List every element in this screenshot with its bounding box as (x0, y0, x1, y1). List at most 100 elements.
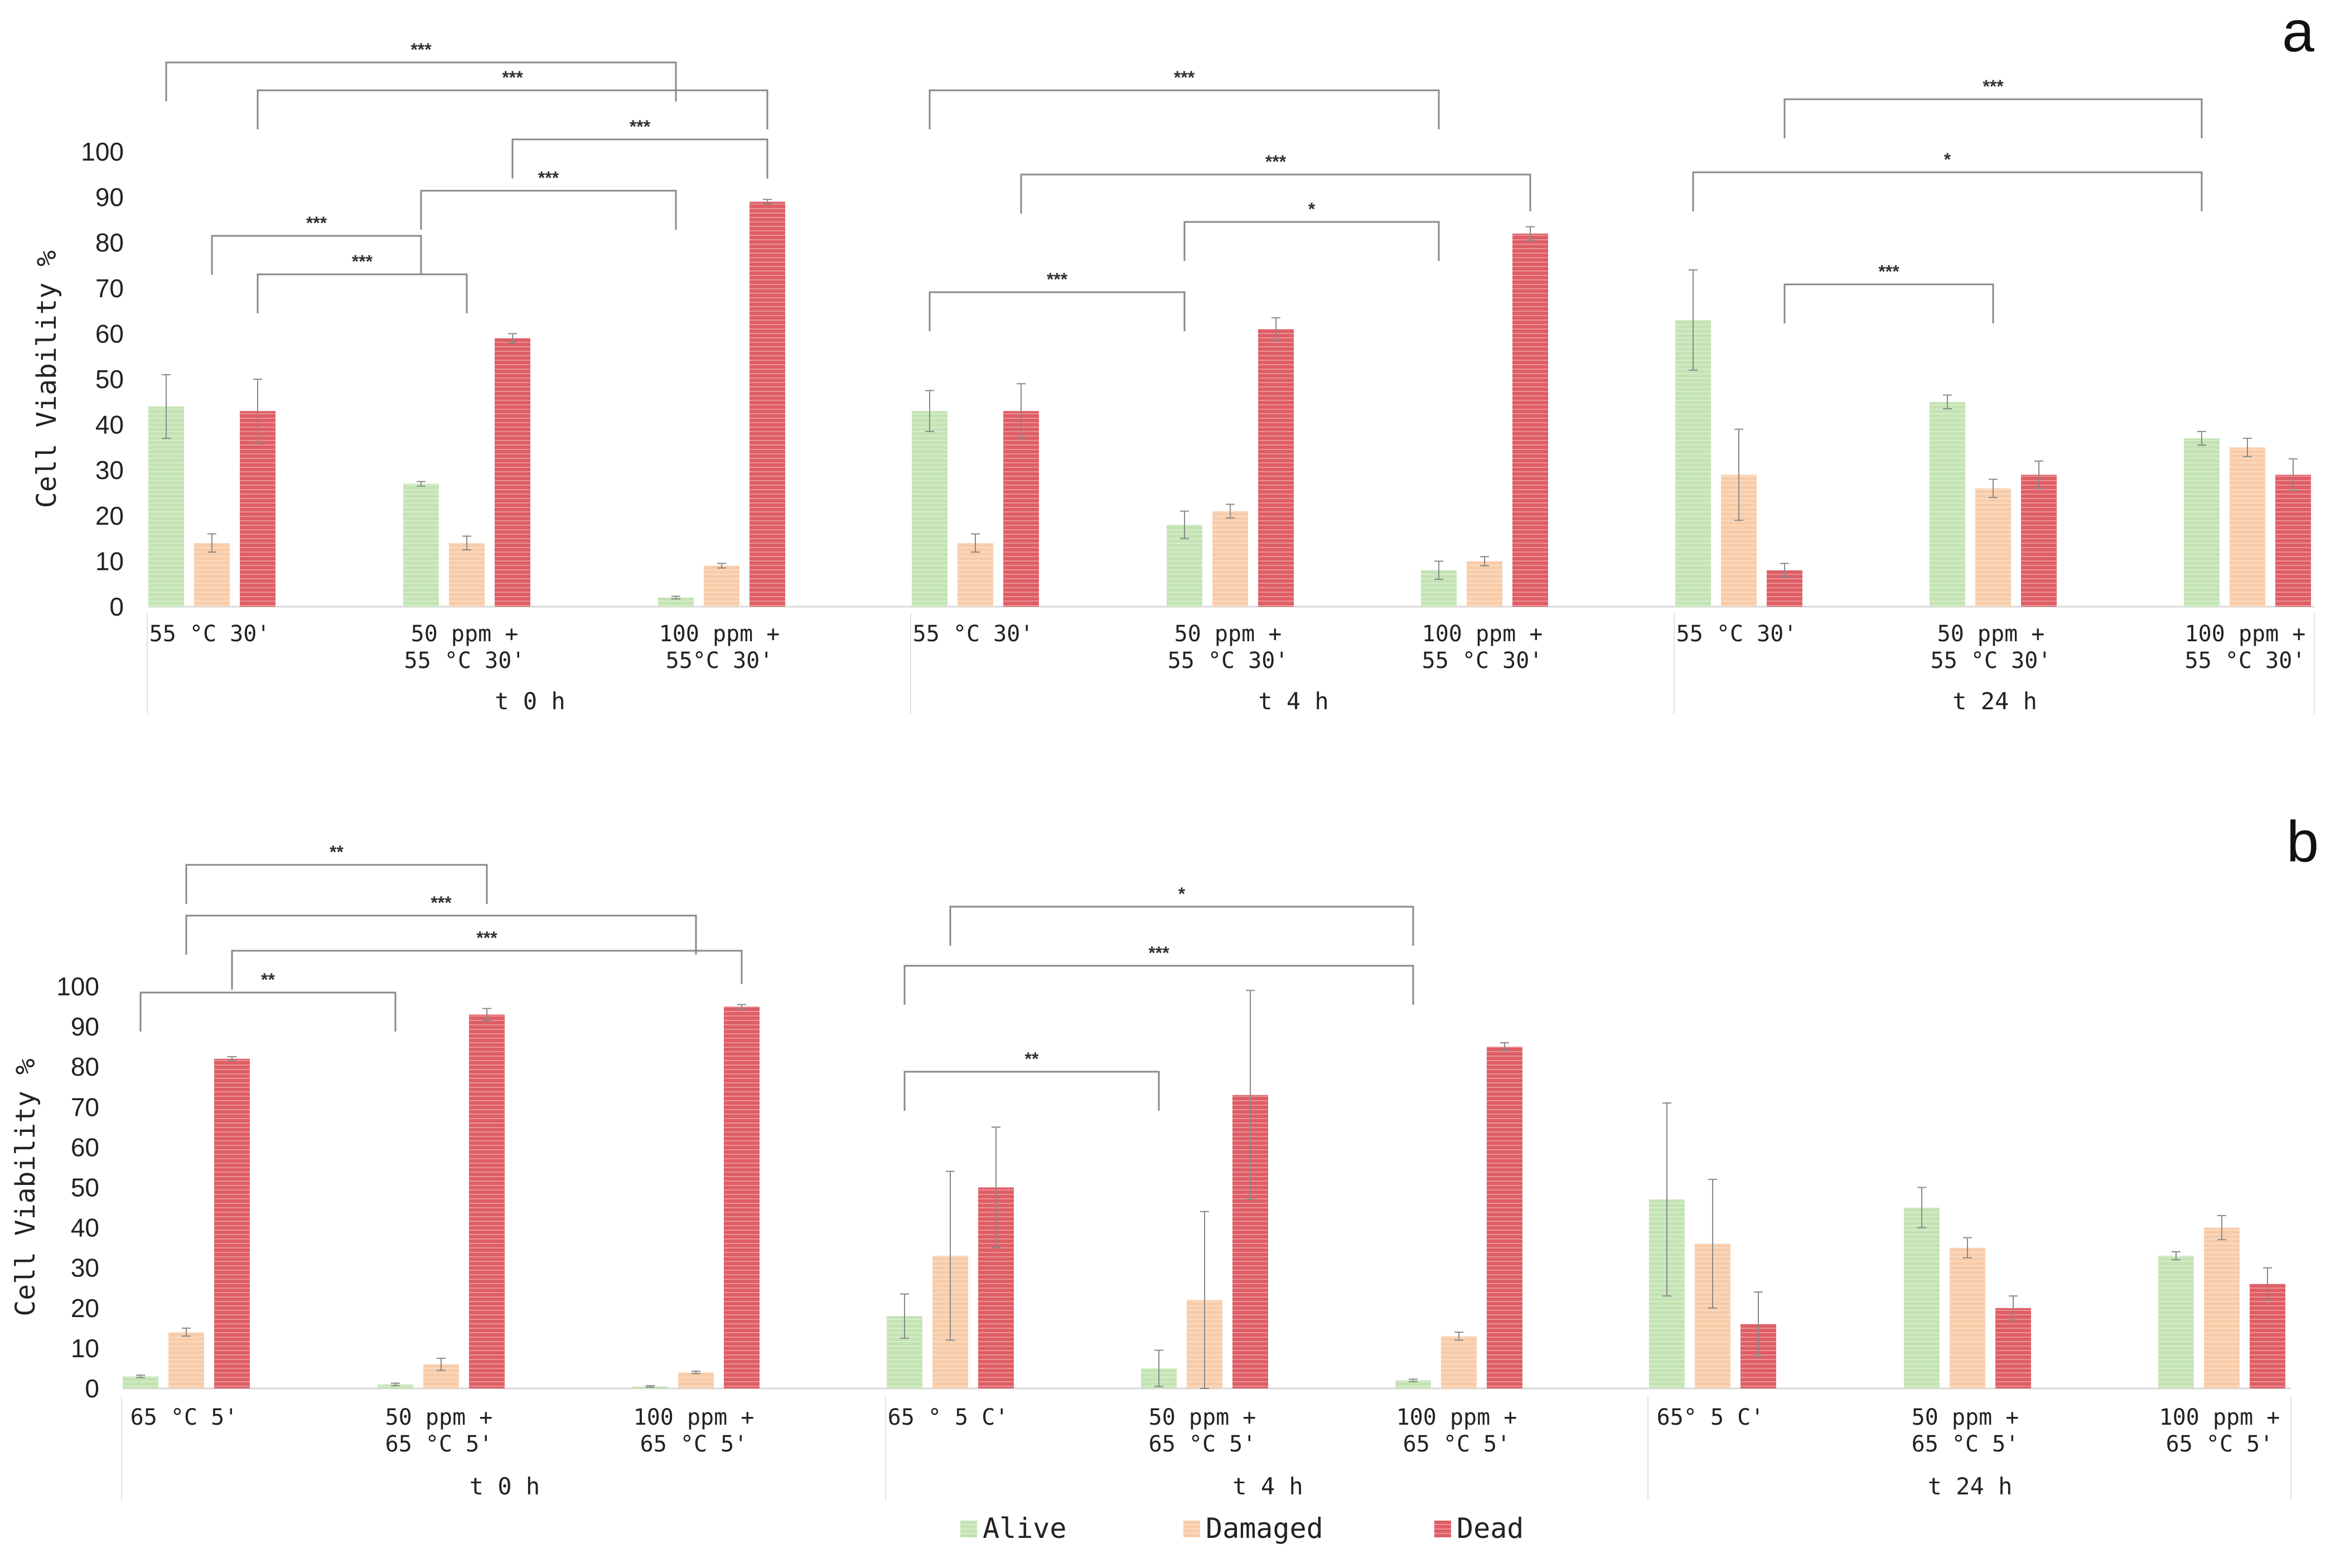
bar-alive (1930, 401, 1965, 607)
bar-alive (658, 597, 694, 607)
bar-damaged (958, 543, 993, 607)
significance-bracket (165, 61, 677, 101)
bar-dead (2021, 475, 2057, 607)
y-tick-label: 100 (56, 972, 99, 1001)
significance-label: *** (1148, 943, 1169, 963)
category-label: 65 °C 5' (2166, 1431, 2274, 1457)
significance-label: *** (502, 67, 523, 88)
panel-letter-b: b (2286, 810, 2319, 874)
bar-alive (1904, 1207, 1940, 1388)
legend-swatch-alive (960, 1521, 977, 1537)
category-label: 55 °C 30' (1168, 648, 1289, 674)
bar-damaged (1441, 1336, 1477, 1388)
bar-dead (2250, 1284, 2285, 1388)
y-axis-label: Cell Viability % (10, 1058, 41, 1316)
category-label: 65° 5 C' (1657, 1405, 1764, 1430)
category-label: 55 °C 30' (149, 621, 270, 647)
significance-bracket (139, 991, 397, 1032)
group-label: t 24 h (1928, 1473, 2013, 1500)
significance-bracket (211, 235, 422, 275)
y-tick-label: 30 (71, 1254, 99, 1283)
bar-dead (750, 201, 785, 607)
bar-alive (123, 1376, 158, 1388)
category-label: 100 ppm + (2159, 1405, 2280, 1430)
y-tick-label: 70 (95, 274, 124, 303)
bar-damaged (1467, 561, 1502, 607)
category-label: 55 °C 30' (2185, 648, 2306, 674)
bar-dead (1003, 411, 1039, 607)
significance-bracket (929, 89, 1440, 129)
category-label: 50 ppm + (1174, 621, 1282, 647)
group-label: t 4 h (1258, 688, 1328, 715)
significance-label: * (1308, 199, 1316, 219)
bar-dead (1487, 1047, 1522, 1388)
y-tick-label: 0 (85, 1374, 99, 1403)
y-tick-label: 40 (95, 410, 124, 439)
significance-bracket (929, 291, 1186, 331)
significance-bracket (1692, 171, 2203, 211)
y-tick-label: 50 (71, 1173, 99, 1202)
category-label: 100 ppm + (634, 1405, 755, 1430)
bar-alive (2184, 438, 2220, 607)
significance-bracket (511, 138, 768, 178)
category-label: 65 °C 5' (385, 1431, 493, 1457)
category-label: 55 °C 30' (913, 621, 1034, 647)
y-tick-label: 40 (71, 1213, 99, 1242)
category-label: 100 ppm + (1396, 1405, 1517, 1430)
y-tick-label: 100 (81, 137, 124, 166)
category-label: 65 °C 5' (1403, 1431, 1511, 1457)
group-label: t 4 h (1232, 1473, 1303, 1500)
significance-label: *** (630, 117, 651, 137)
significance-label: *** (1047, 269, 1068, 289)
group-label: t 0 h (470, 1473, 540, 1500)
bar-damaged (449, 543, 485, 607)
significance-label: *** (1878, 262, 1899, 282)
significance-bracket (1783, 98, 2203, 138)
significance-bracket (903, 965, 1414, 1005)
y-tick-label: 60 (95, 319, 124, 348)
bar-dead (495, 338, 530, 607)
significance-label: *** (1983, 76, 2004, 96)
y-tick-label: 0 (109, 592, 124, 621)
significance-bracket (1183, 221, 1440, 261)
category-label: 65 °C 5' (130, 1405, 238, 1430)
y-tick-label: 50 (95, 365, 124, 394)
y-tick-label: 60 (71, 1133, 99, 1162)
y-tick-label: 20 (95, 501, 124, 530)
significance-label: *** (1174, 67, 1195, 88)
category-label: 65 °C 5' (640, 1431, 748, 1457)
significance-bracket (420, 190, 677, 230)
bar-alive (148, 406, 184, 607)
significance-label: *** (352, 251, 373, 272)
legend-swatch-damaged (1183, 1521, 1200, 1537)
bar-dead (1258, 329, 1294, 607)
bar-alive (2158, 1256, 2194, 1388)
bar-dead (724, 1006, 760, 1388)
chart-panel-a: 0 10 20 30 40 50 60 70 80 90 100 Cell Viability % 55… (31, 40, 2315, 715)
significance-label: *** (306, 213, 327, 233)
category-label: 50 ppm + (1937, 621, 2045, 647)
bar-dead (1512, 233, 1548, 607)
bar-alive (403, 483, 439, 607)
bar-dead (2275, 475, 2311, 607)
bar-damaged (2230, 447, 2265, 607)
y-tick-label: 80 (71, 1052, 99, 1081)
bar-dead (1995, 1308, 2031, 1388)
y-tick-label: 70 (71, 1092, 99, 1121)
significance-bracket (949, 906, 1414, 946)
bar-damaged (1950, 1247, 1985, 1388)
significance-bracket (903, 1071, 1160, 1111)
significance-bracket (257, 273, 468, 313)
group-label: t 24 h (1952, 688, 2037, 715)
bar-damaged (194, 543, 230, 607)
significance-label: *** (538, 168, 559, 188)
bar-damaged (1975, 488, 2011, 607)
chart-panel-b: 0 10 20 30 40 50 60 70 80 90 100 Cell Viability % 65… (10, 842, 2291, 1500)
significance-label: *** (431, 893, 452, 913)
category-label: 50 ppm + (411, 621, 519, 647)
category-label: 50 ppm + (1149, 1405, 1256, 1430)
category-label: 50 ppm + (1912, 1405, 2019, 1430)
significance-label: ** (330, 842, 344, 862)
category-label: 65 ° 5 C' (888, 1405, 1009, 1430)
